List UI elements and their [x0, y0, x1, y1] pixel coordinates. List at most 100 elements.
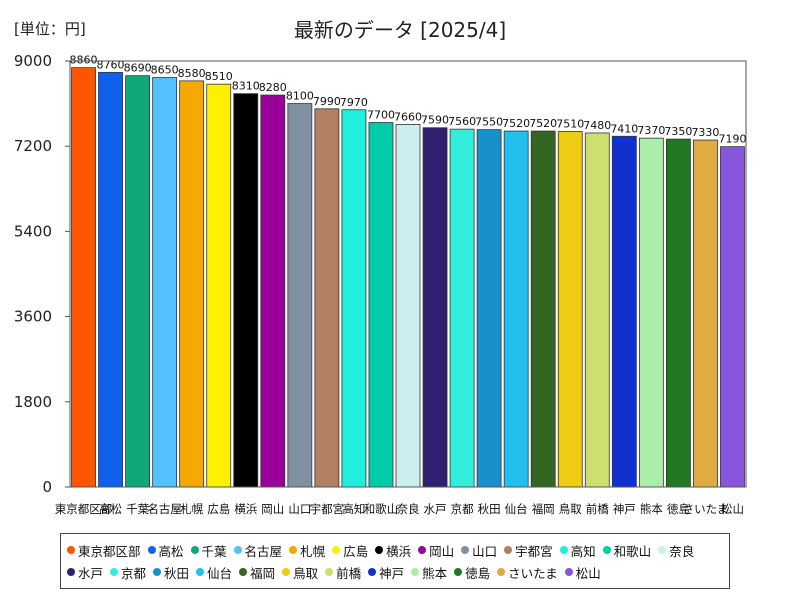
value-label: 7330 [691, 126, 719, 139]
y-tick-label: 9000 [14, 52, 52, 70]
legend-swatch [147, 546, 156, 554]
legend-swatch [564, 568, 573, 576]
bar-鳥取 [557, 131, 583, 488]
legend-item: 鳥取 [282, 563, 318, 582]
bar-広島 [206, 83, 232, 488]
bar-徳島 [666, 138, 691, 488]
x-tick-label: 千葉 [126, 502, 149, 516]
legend-item: 宇都宮 [504, 541, 553, 560]
legend-item: 山口 [461, 541, 497, 560]
legend-swatch [559, 546, 568, 554]
value-label: 7560 [448, 115, 476, 128]
value-label: 8860 [70, 54, 98, 67]
legend-swatch [153, 568, 162, 576]
bar-前橋 [584, 132, 610, 488]
legend-swatch [332, 546, 341, 554]
x-tick-label: 奈良 [397, 502, 420, 516]
value-label: 7520 [529, 117, 557, 130]
legend-item: 福岡 [239, 563, 275, 582]
legend-label: 和歌山 [613, 543, 652, 559]
legend-item: 千葉 [190, 541, 227, 560]
legend-row: 水戸 京都 秋田 仙台 福岡 鳥取 前橋 神戸 熊本 徳島 さいたま 松山 [67, 561, 723, 583]
legend-label: 高知 [570, 543, 596, 559]
legend-item: 神戸 [368, 563, 404, 582]
value-label: 7590 [421, 114, 449, 127]
bar-札幌 [179, 80, 205, 488]
legend-item: 高知 [559, 541, 596, 560]
legend-label: 宇都宮 [515, 543, 553, 559]
bar-千葉 [125, 75, 150, 488]
plot-area-frame [69, 60, 747, 488]
value-label: 7350 [664, 125, 692, 138]
legend-label: 鳥取 [293, 565, 319, 581]
bar-高知 [341, 109, 367, 488]
legend-item: さいたま [497, 563, 558, 582]
legend-swatch [368, 568, 377, 576]
legend-label: 秋田 [164, 565, 190, 581]
value-label: 8310 [232, 80, 260, 93]
value-label: 7660 [394, 110, 422, 123]
chart-title: 最新のデータ [2025/4] [293, 18, 507, 42]
legend-swatch [190, 546, 199, 554]
legend-item: 前橋 [325, 563, 361, 582]
x-tick-label: 前橋 [586, 502, 609, 516]
legend-swatch [282, 568, 291, 576]
x-tick-label: 京都 [451, 502, 474, 516]
y-tick-label: 5400 [14, 222, 52, 240]
legend-item: 秋田 [153, 563, 189, 582]
legend-label: さいたま [508, 565, 558, 581]
bar-岡山 [260, 94, 286, 488]
x-tick-label: 福岡 [532, 502, 555, 516]
x-tick-label: 山口 [288, 502, 311, 516]
legend-label: 前橋 [336, 565, 362, 581]
legend-label: 東京都区部 [78, 543, 141, 559]
legend-item: 奈良 [658, 541, 694, 560]
value-label: 7410 [610, 122, 638, 135]
value-label: 8690 [124, 62, 152, 75]
bar-仙台 [503, 130, 529, 488]
x-tick-label: さいたま [683, 502, 729, 516]
legend-swatch [602, 546, 611, 554]
legend-item: 熊本 [411, 563, 447, 582]
bar-和歌山 [368, 122, 394, 488]
value-label: 7520 [502, 117, 530, 130]
bar-宇都宮 [314, 108, 340, 488]
bar-高松 [98, 71, 123, 488]
x-tick-label: 宇都宮 [310, 502, 345, 516]
legend-swatch [239, 568, 248, 576]
legend: 東京都区部 高松 千葉 名古屋 札幌 広島 横浜 岡山 山口 宇都宮 高知 和歌山 奈良 水戸 京都 秋田 仙… [60, 533, 730, 589]
bar-松山 [720, 146, 745, 488]
value-label: 8280 [259, 81, 287, 94]
legend-label: 岡山 [429, 543, 455, 559]
x-tick-label: 広島 [207, 502, 230, 516]
value-label: 8510 [205, 70, 233, 83]
legend-swatch [461, 546, 470, 554]
legend-swatch [375, 546, 384, 554]
value-label: 7370 [637, 124, 665, 137]
value-label: 7550 [475, 116, 503, 129]
value-label: 8580 [178, 67, 206, 80]
legend-swatch [67, 568, 75, 576]
legend-label: 札幌 [300, 543, 326, 559]
x-tick-label: 岡山 [261, 502, 284, 516]
bar-福岡 [530, 130, 556, 488]
y-tick-label: 1800 [14, 393, 52, 411]
y-tick-lines [65, 60, 70, 488]
x-tick-label: 高知 [342, 502, 365, 516]
legend-label: 仙台 [207, 565, 233, 581]
x-tick-label: 鳥取 [559, 502, 582, 516]
legend-swatch [289, 546, 298, 554]
y-tick-labels: 0 1800 3600 5400 7200 9000 [14, 52, 52, 496]
x-tick-label: 秋田 [478, 502, 501, 516]
value-label: 8760 [97, 58, 125, 71]
value-label: 7970 [340, 96, 368, 109]
legend-label: 福岡 [250, 565, 276, 581]
x-tick-label: 名古屋 [147, 502, 182, 516]
value-label: 8650 [151, 64, 179, 77]
bar-秋田 [476, 129, 502, 488]
x-tick-label: 水戸 [424, 502, 447, 516]
legend-item: 東京都区部 [67, 541, 141, 560]
legend-item: 広島 [332, 541, 368, 560]
value-label: 7480 [583, 119, 611, 132]
